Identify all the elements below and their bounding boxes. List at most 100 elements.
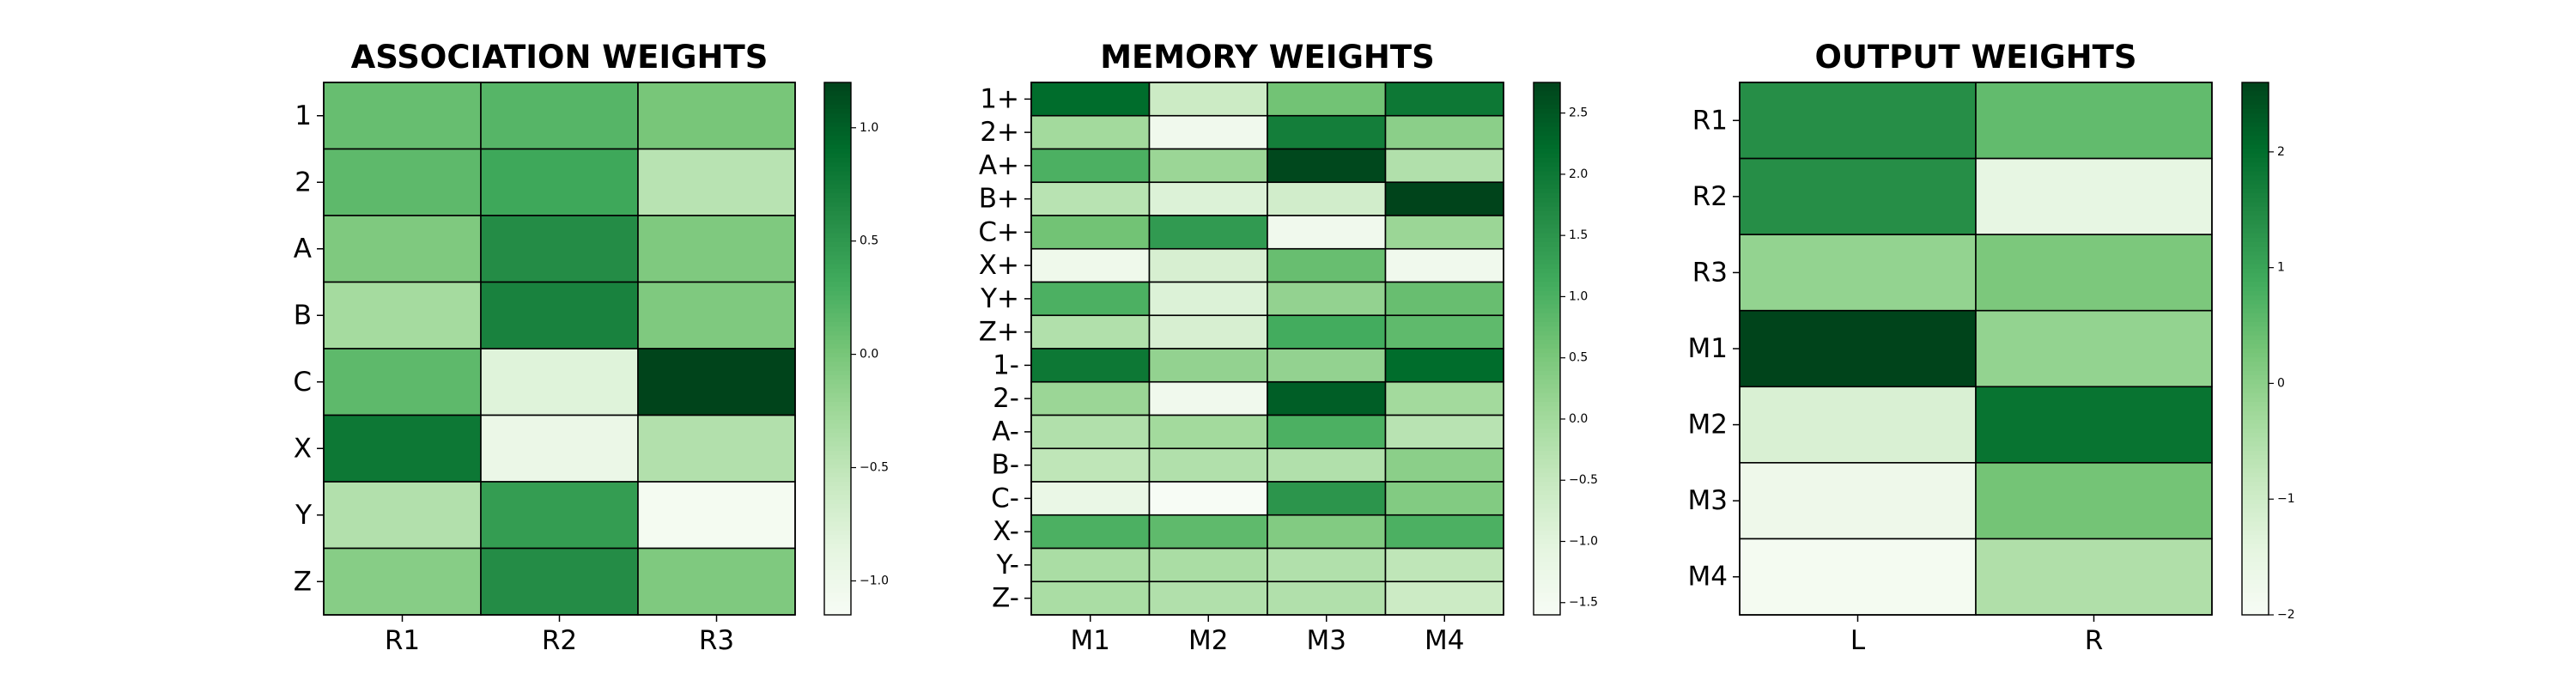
colorbar-segment <box>824 384 851 390</box>
colorbar-segment <box>2242 233 2269 239</box>
row-label: R2 <box>1692 181 1728 212</box>
heatmap-cell <box>1267 414 1387 450</box>
colorbar-segment <box>2242 499 2269 505</box>
colorbar-segment <box>824 499 851 505</box>
colorbar-segment <box>824 566 851 571</box>
colorbar-segment <box>2242 375 2269 380</box>
colorbar-segment <box>1534 171 1560 177</box>
colorbar-segment <box>1534 535 1560 540</box>
colorbar-segment <box>1534 410 1560 416</box>
heatmap-cell <box>1739 386 1977 464</box>
heatmap-cell <box>1267 380 1387 416</box>
colorbar-segment <box>1534 472 1560 478</box>
colorbar-segment <box>1534 415 1560 421</box>
row-label: A+ <box>979 150 1019 181</box>
colorbar-segment <box>824 406 851 411</box>
colorbar-segment <box>824 255 851 261</box>
colorbar-segment <box>824 171 851 177</box>
colorbar-segment <box>1534 290 1560 296</box>
colorbar-segment <box>824 601 851 607</box>
colorbar: 2 1 0 −1 −2 <box>2241 82 2295 622</box>
colorbar-segment <box>824 206 851 212</box>
colorbar-tick-label: −1 <box>2277 492 2295 506</box>
colorbar-segment <box>1534 437 1560 443</box>
colorbar-segment <box>824 220 851 225</box>
col-label: L <box>1850 625 1866 656</box>
row-label: B- <box>992 450 1019 481</box>
colorbar-segment <box>2242 490 2269 496</box>
colorbar-segment <box>1534 273 1560 278</box>
heatmap-cell <box>1739 462 1977 540</box>
colorbar-segment <box>1534 513 1560 518</box>
colorbar-segment <box>824 326 851 331</box>
colorbar-segment <box>824 437 851 443</box>
colorbar-segment <box>1534 362 1560 368</box>
heatmap-cell <box>1148 581 1268 616</box>
colorbar-segment <box>2242 149 2269 155</box>
colorbar-segment <box>2242 259 2269 265</box>
colorbar-frame <box>1533 82 1561 616</box>
colorbar-segment <box>1534 548 1560 554</box>
heatmap-cell <box>1975 234 2213 312</box>
colorbar-segment <box>1534 282 1560 288</box>
colorbar-segment <box>1534 202 1560 208</box>
heatmap-cell <box>637 348 796 416</box>
row-label: C- <box>991 483 1019 514</box>
colorbar-segment <box>824 455 851 460</box>
colorbar-segment <box>824 548 851 554</box>
row-label: X- <box>993 516 1019 547</box>
colorbar-segment <box>1534 562 1560 567</box>
heatmap-cell <box>1384 414 1504 450</box>
heatmap-cell <box>1148 380 1268 416</box>
colorbar-segment <box>824 380 851 385</box>
colorbar-segment <box>2242 535 2269 540</box>
heatmap-cell <box>323 281 482 350</box>
colorbar-segment <box>1534 380 1560 385</box>
heatmap-cell <box>1148 481 1268 516</box>
colorbar-segment <box>2242 433 2269 438</box>
colorbar-segment <box>1534 326 1560 331</box>
colorbar-segment <box>1534 468 1560 474</box>
colorbar-segment <box>824 269 851 274</box>
heatmap-cell <box>480 547 639 616</box>
colorbar-segment <box>1534 198 1560 204</box>
colorbar-segment <box>2242 335 2269 341</box>
heatmap-cell <box>1030 514 1151 550</box>
heatmap-cell <box>1384 148 1504 184</box>
colorbar-segment <box>2242 406 2269 411</box>
colorbar-segment <box>1534 167 1560 172</box>
heatmap-cell <box>1975 386 2213 464</box>
heatmap-cell <box>1384 181 1504 216</box>
colorbar-segment <box>1534 317 1560 323</box>
colorbar-segment <box>2242 357 2269 363</box>
row-label: C <box>293 367 312 398</box>
colorbar-segment <box>2242 562 2269 567</box>
colorbar-segment <box>2242 495 2269 501</box>
colorbar-segment <box>824 517 851 523</box>
colorbar-segment <box>824 189 851 194</box>
heatmap-cell <box>1267 281 1387 317</box>
colorbar-segment <box>1534 544 1560 550</box>
colorbar-segment <box>1534 269 1560 274</box>
colorbar-segment <box>824 251 851 257</box>
heatmap-cell <box>637 281 796 350</box>
colorbar-segment <box>1534 459 1560 465</box>
colorbar-segment <box>824 140 851 145</box>
colorbar-segment <box>1534 384 1560 390</box>
colorbar-segment <box>1534 184 1560 190</box>
colorbar-segment <box>824 282 851 288</box>
colorbar-segment <box>1534 423 1560 429</box>
colorbar-segment <box>2242 300 2269 305</box>
colorbar-segment <box>824 503 851 509</box>
colorbar-segment <box>2242 210 2269 216</box>
colorbar-segment <box>824 322 851 327</box>
heatmap-cell <box>1030 348 1151 383</box>
colorbar-segment <box>824 357 851 363</box>
row-label: M3 <box>1688 485 1728 516</box>
colorbar-segment <box>1534 189 1560 194</box>
colorbar-segment <box>1534 366 1560 372</box>
colorbar-segment <box>1534 153 1560 159</box>
row-label: Y- <box>996 550 1019 581</box>
colorbar-segment <box>824 508 851 514</box>
